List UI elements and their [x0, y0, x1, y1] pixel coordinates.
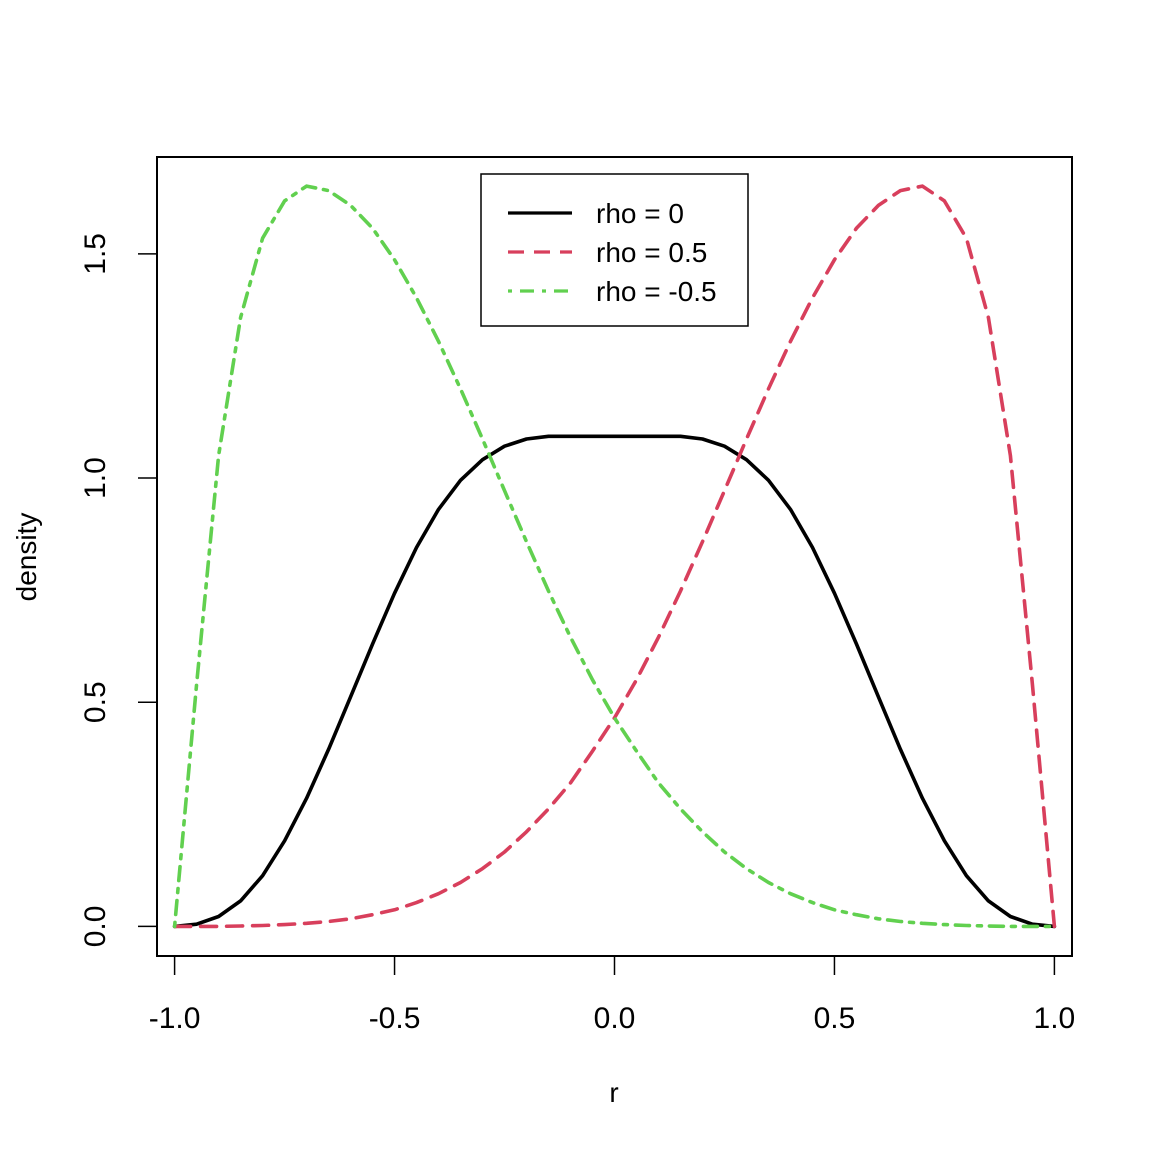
x-tick-label: 0.0: [594, 1002, 636, 1035]
x-tick-label: 0.5: [814, 1002, 856, 1035]
x-axis: -1.0 -0.5 0.0 0.5 1.0: [149, 955, 1076, 1035]
series-group: [172, 184, 1057, 929]
legend-label-rho-0: rho = 0: [596, 198, 684, 229]
x-tick-label: -1.0: [149, 1002, 201, 1035]
x-axis-label: r: [609, 1077, 618, 1108]
y-tick-label: 0.5: [79, 681, 112, 723]
series-line-2: [172, 184, 1057, 929]
y-tick-label: 0.0: [79, 906, 112, 948]
y-tick-label: 1.0: [79, 457, 112, 499]
series-line-0: [172, 434, 1057, 929]
legend-label-rho-0.5: rho = 0.5: [596, 237, 707, 268]
legend-box: [480, 173, 749, 327]
x-tick-label: -0.5: [369, 1002, 421, 1035]
y-axis-label: density: [11, 513, 42, 602]
legend-label-rho-neg-0.5: rho = -0.5: [596, 276, 717, 307]
x-tick-label: 1.0: [1034, 1002, 1076, 1035]
legend: rho = 0 rho = 0.5 rho = -0.5: [480, 173, 749, 327]
y-axis: 0.0 0.5 1.0 1.5: [79, 233, 158, 948]
y-tick-label: 1.5: [79, 233, 112, 275]
